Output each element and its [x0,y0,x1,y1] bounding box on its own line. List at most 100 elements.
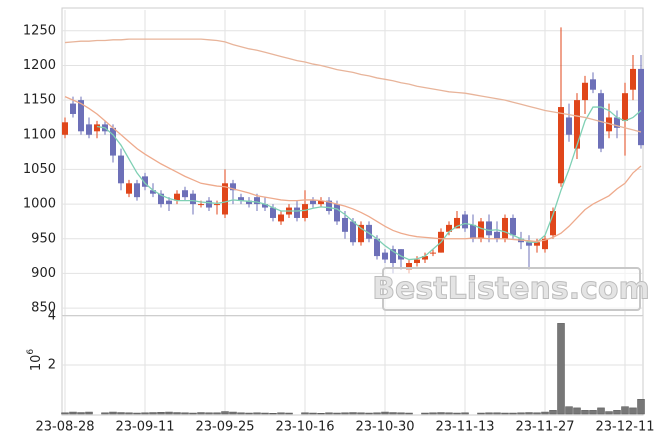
candle-body [166,200,172,205]
ma-line [64,96,642,243]
ma-line [96,106,642,261]
y-tick-label: 1100 [23,127,56,142]
candle-body [246,200,252,205]
candle-body [630,68,636,90]
y-tick-label: 1250 [23,23,56,38]
candle-body [94,124,100,132]
volume-bar [597,407,605,415]
candle-body [478,221,484,239]
volume-bar [317,413,325,415]
volume-bar [397,412,405,415]
volume-bar [325,412,333,415]
volume-bar [509,412,517,415]
plot-frame [61,7,644,416]
candle-body [558,107,564,184]
volume-bar [437,412,445,415]
volume-bar [485,412,493,415]
volume-bar [149,412,157,415]
volume-bar [517,412,525,415]
volume-bar [445,412,453,415]
candle-body [70,103,76,114]
candle-body [574,100,580,149]
y-tick-label: 1000 [23,197,56,212]
volume-bar [581,410,589,415]
volume-bar [197,412,205,415]
volume-bar [61,412,69,415]
volume-bar [557,323,565,415]
y-axis-label: 106 [26,349,44,372]
candle-body [366,224,372,239]
volume-bar [501,412,509,415]
candle-body [390,249,396,264]
volume-bar [221,411,229,415]
candle-body [214,204,220,206]
volume-bar [301,412,309,415]
volume-bar [525,412,533,415]
volume-bar [605,411,613,415]
candle-body [430,252,436,254]
candle-body [470,224,476,239]
volume-bar [477,412,485,415]
candle-body [326,200,332,212]
candle-body [318,200,324,205]
watermark-box [382,267,641,311]
volume-bar [421,412,429,415]
volume-bar [453,412,461,415]
x-tick-label: 23-10-16 [275,420,334,435]
volume-bar [269,413,277,415]
candle-body [422,256,428,260]
candle-body [334,204,340,222]
volume-bar [125,412,133,415]
volume-bar [381,411,389,415]
candle-body [502,217,508,239]
candle-body [494,231,500,239]
candle-body [238,197,244,201]
candle-body [526,242,532,246]
volume-bar [189,412,197,415]
volume-bar [357,412,365,415]
candle-body [182,190,188,198]
candle-body [190,193,196,205]
candle-body [406,263,412,270]
y-axis-label-exponent: 6 [26,349,36,355]
ma-line [64,38,642,133]
candle-body [414,259,420,264]
candle-body [158,193,164,205]
volume-bar [493,412,501,415]
candle-body [198,204,204,206]
candle-body [542,238,548,250]
x-tick-label: 23-09-11 [115,420,174,435]
watermark-text: BestListens.com [372,272,650,307]
candle-body [374,238,380,257]
volume-bar [85,411,93,415]
x-tick-label: 23-09-25 [195,420,254,435]
volume-bar [589,410,597,415]
volume-bar [341,412,349,415]
candle-body [550,211,556,236]
x-tick-label: 23-11-27 [515,420,574,435]
candle-body [510,217,516,236]
y-tick-label: 900 [31,266,56,281]
candle-body [78,100,84,132]
candle-body [86,124,92,135]
candle-body [446,224,452,232]
candle-body [462,214,468,229]
volume-bar [365,412,373,415]
candle-body [150,190,156,194]
candle-body [638,68,644,146]
candle-body [174,193,180,201]
y-tick-label: 950 [31,231,56,246]
candle-body [566,117,572,135]
volume-bar [165,411,173,415]
watermark: BestListens.com [372,267,650,311]
volume-bar [629,407,637,415]
x-tick-label: 23-12-11 [595,420,654,435]
volume-bar [277,412,285,415]
volume-bar [621,406,629,415]
x-tick-label: 23-08-28 [35,420,94,435]
y-tick-label: 850 [31,301,56,316]
volume-bar [429,412,437,415]
y-tick-label: 4 [48,309,56,324]
volume-bar [565,406,573,415]
